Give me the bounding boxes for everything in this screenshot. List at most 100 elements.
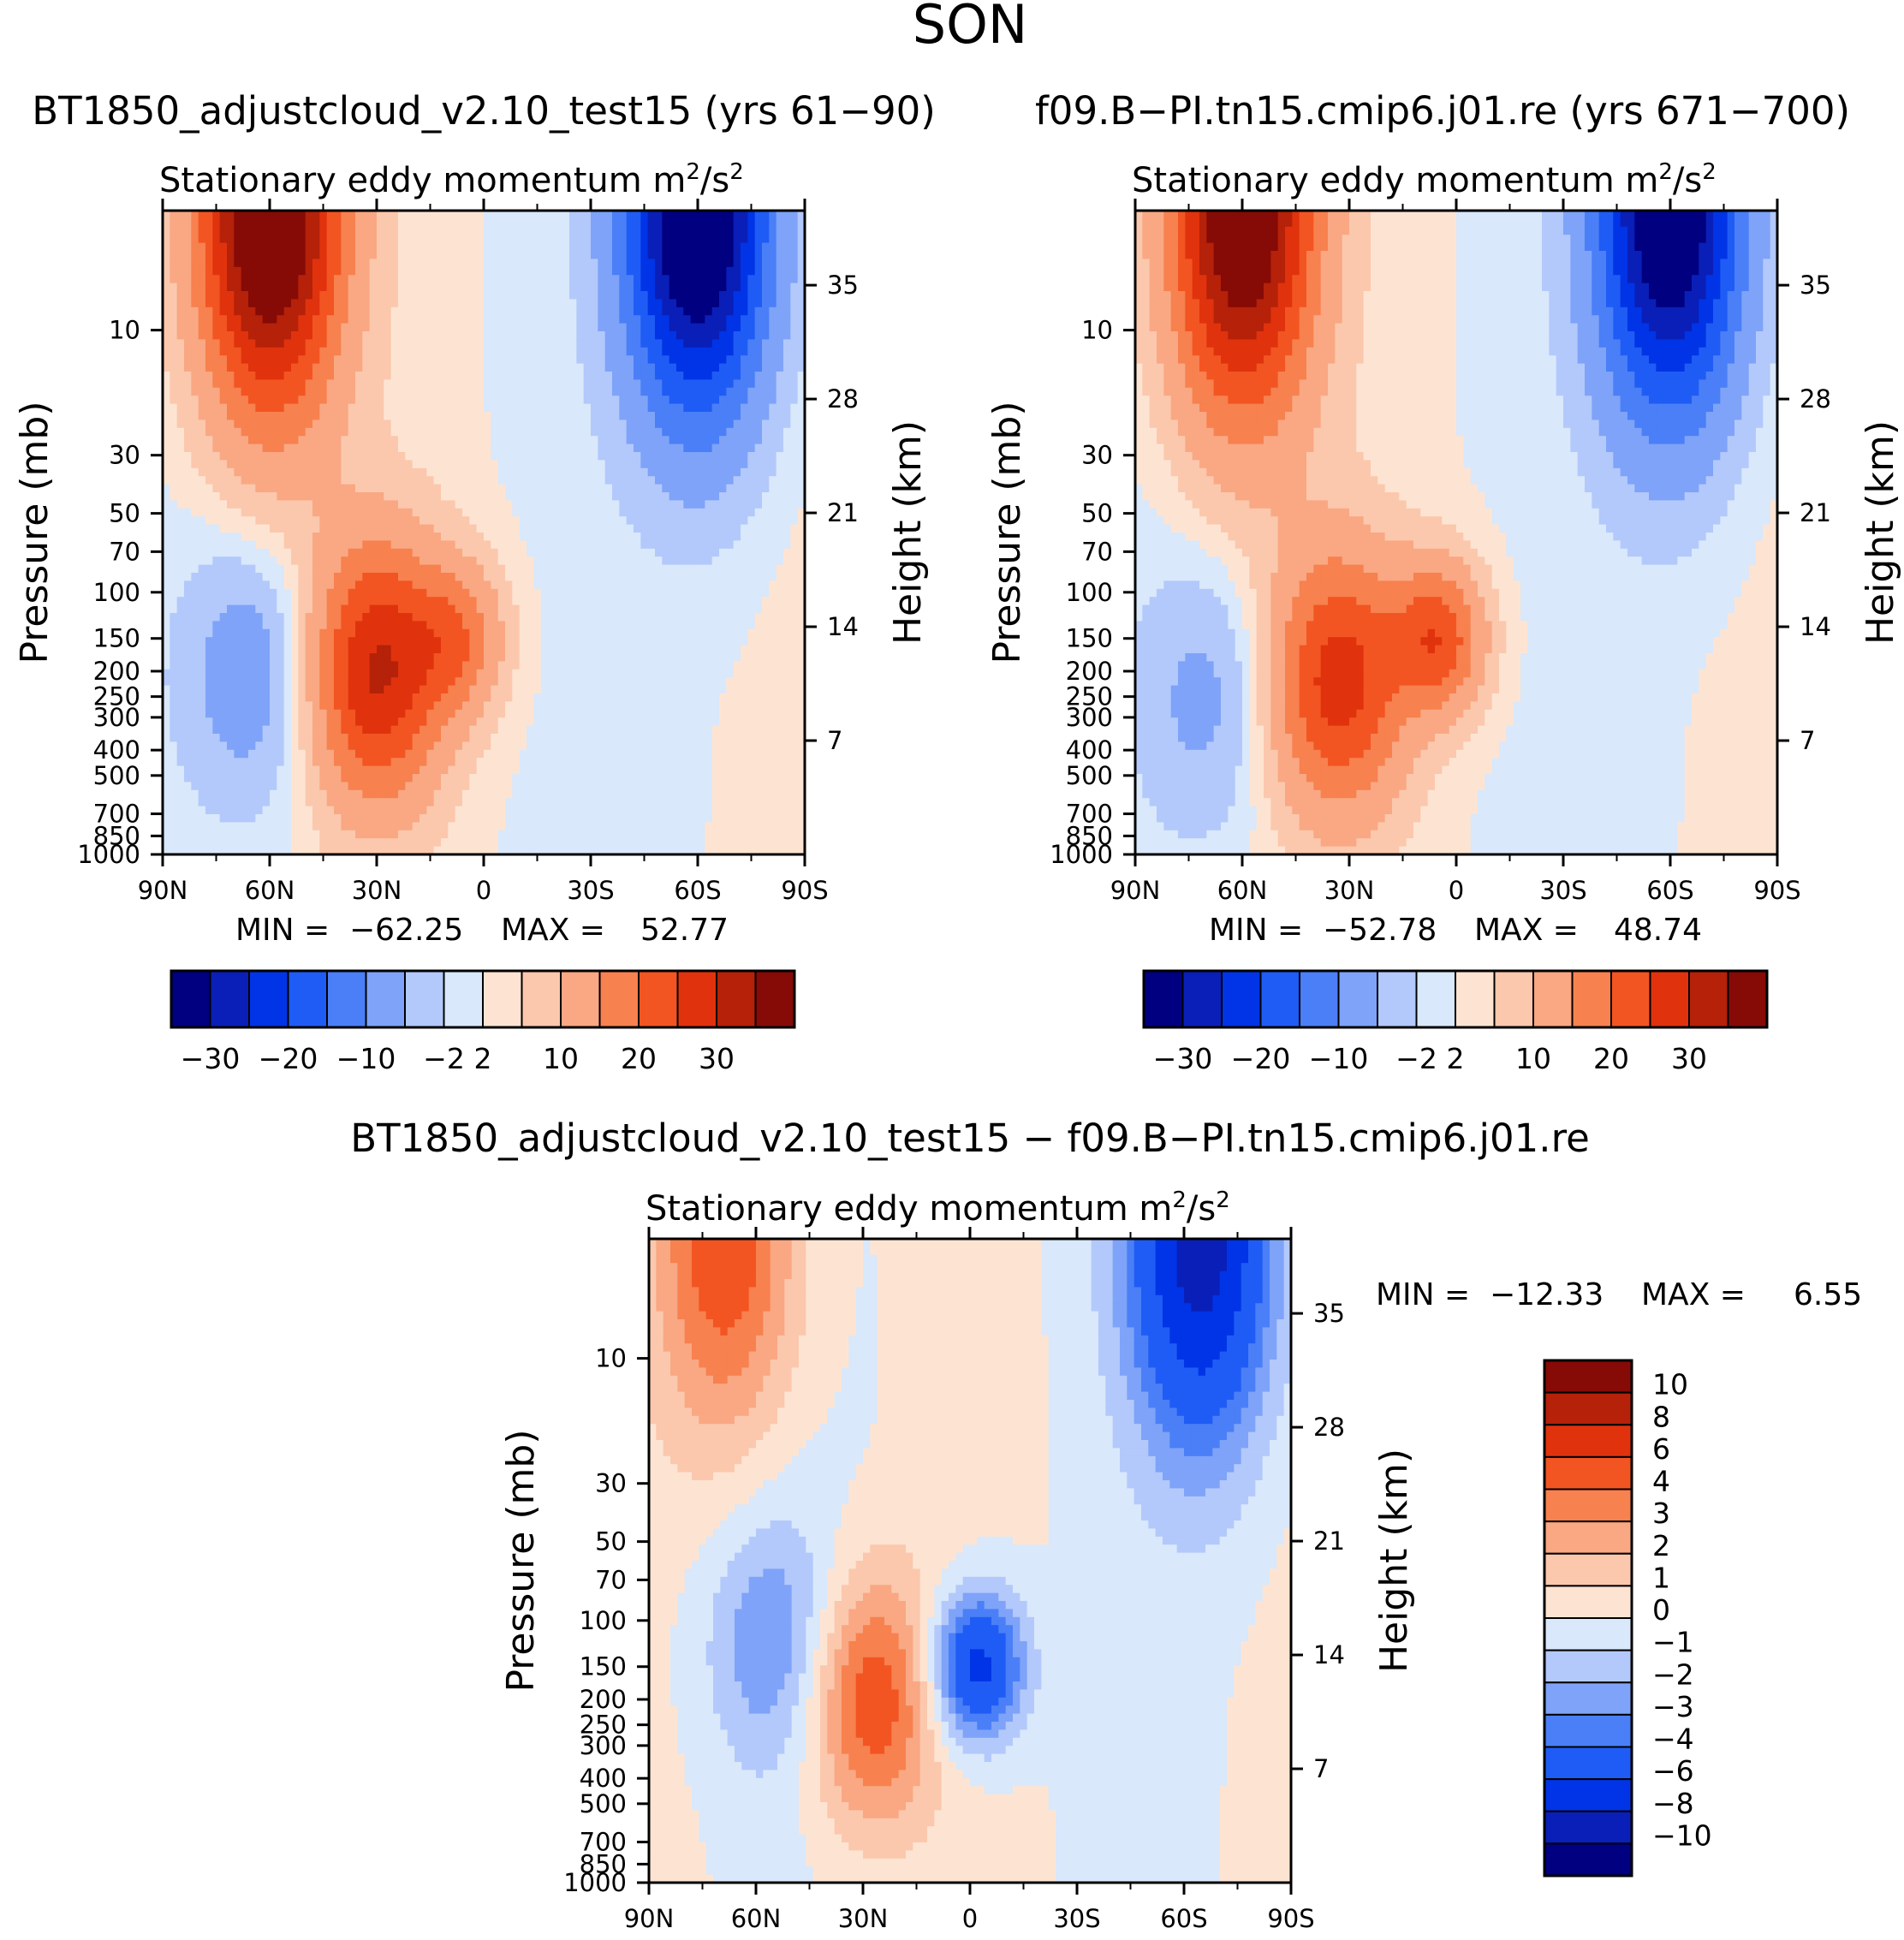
heatmap-cell: [227, 299, 235, 308]
heatmap-cell: [248, 251, 256, 259]
heatmap-cell: [548, 516, 556, 526]
heatmap-cell: [412, 467, 420, 477]
heatmap-cell: [412, 838, 420, 848]
heatmap-cell: [334, 516, 342, 526]
heatmap-cell: [484, 379, 491, 389]
heatmap-cell: [455, 379, 463, 389]
heatmap-cell: [527, 806, 534, 815]
heatmap-cell: [604, 291, 613, 300]
heatmap-cell: [334, 412, 342, 420]
heatmap-cell: [312, 211, 320, 219]
heatmap-cell: [455, 685, 463, 694]
heatmap-cell: [191, 443, 199, 453]
heatmap-cell: [390, 467, 399, 477]
heatmap-cell: [462, 500, 470, 509]
heatmap-cell: [283, 693, 292, 702]
heatmap-cell: [377, 524, 384, 533]
heatmap-cell: [219, 372, 228, 380]
heatmap-cell: [262, 814, 271, 823]
heatmap-cell: [334, 573, 342, 581]
heatmap-cell: [412, 701, 420, 711]
heatmap-cell: [512, 484, 521, 493]
heatmap-cell: [491, 275, 499, 284]
heatmap-cell: [219, 427, 228, 437]
heatmap-cell: [505, 363, 513, 372]
heatmap-cell: [405, 291, 414, 300]
heatmap-cell: [598, 218, 606, 228]
heatmap-cell: [184, 789, 192, 799]
heatmap-cell: [540, 758, 549, 767]
heatmap-cell: [512, 420, 521, 429]
heatmap-cell: [497, 789, 506, 799]
heatmap-cell: [591, 372, 598, 380]
heatmap-cell: [184, 355, 192, 365]
heatmap-cell: [262, 396, 271, 405]
heatmap-cell: [398, 597, 406, 606]
heatmap-cell: [362, 669, 371, 678]
heatmap-cell: [562, 749, 570, 759]
heatmap-cell: [540, 597, 549, 606]
heatmap-cell: [369, 242, 378, 252]
heatmap-cell: [484, 774, 491, 783]
heatmap-cell: [355, 508, 363, 517]
heatmap-cell: [505, 597, 513, 606]
heatmap-cell: [241, 420, 249, 429]
heatmap-cell: [219, 645, 228, 654]
heatmap-cell: [512, 604, 521, 614]
heatmap-cell: [369, 443, 378, 453]
heatmap-cell: [548, 355, 556, 365]
heatmap-cell: [291, 533, 299, 541]
heatmap-cell: [341, 427, 349, 437]
heatmap-cell: [548, 403, 556, 413]
heatmap-cell: [184, 765, 192, 775]
heatmap-cell: [341, 347, 349, 356]
heatmap-cell: [505, 516, 513, 526]
heatmap-cell: [212, 443, 221, 453]
heatmap-cell: [369, 403, 378, 413]
heatmap-cell: [198, 734, 206, 742]
heatmap-cell: [369, 476, 378, 485]
heatmap-cell: [341, 613, 349, 622]
heatmap-cell: [334, 323, 342, 332]
heatmap-cell: [176, 677, 185, 687]
heatmap-cell: [270, 251, 277, 259]
heatmap-cell: [505, 846, 513, 854]
heatmap-cell: [497, 226, 506, 235]
heatmap-cell: [319, 685, 328, 694]
heatmap-cell: [377, 508, 384, 517]
heatmap-cell: [326, 806, 335, 815]
heatmap-cell: [355, 637, 363, 646]
heatmap-cell: [441, 628, 449, 638]
heatmap-cell: [227, 500, 235, 509]
heatmap-cell: [312, 597, 320, 606]
heatmap-cell: [283, 524, 292, 533]
heatmap-cell: [455, 355, 463, 365]
heatmap-cell: [305, 806, 313, 815]
heatmap-cell: [326, 275, 335, 284]
heatmap-cell: [497, 685, 506, 694]
heatmap-cell: [433, 427, 442, 437]
heatmap-cell: [227, 427, 235, 437]
heatmap-cell: [170, 645, 178, 654]
heatmap-cell: [270, 396, 277, 405]
heatmap-cell: [377, 476, 384, 485]
heatmap-cell: [241, 677, 249, 687]
heatmap-cell: [591, 830, 598, 839]
heatmap-cell: [334, 355, 342, 365]
heatmap-cell: [241, 460, 249, 469]
heatmap-cell: [241, 540, 249, 550]
heatmap-cell: [484, 508, 491, 517]
heatmap-cell: [191, 838, 199, 848]
heatmap-cell: [184, 443, 192, 453]
heatmap-cell: [312, 573, 320, 581]
heatmap-cell: [569, 774, 577, 783]
heatmap-cell: [448, 573, 456, 581]
heatmap-cell: [455, 396, 463, 405]
heatmap-cell: [462, 846, 470, 854]
heatmap-cell: [341, 588, 349, 598]
heatmap-cell: [548, 758, 556, 767]
heatmap-cell: [198, 251, 206, 259]
heatmap-cell: [198, 315, 206, 324]
heatmap-cell: [448, 540, 456, 550]
